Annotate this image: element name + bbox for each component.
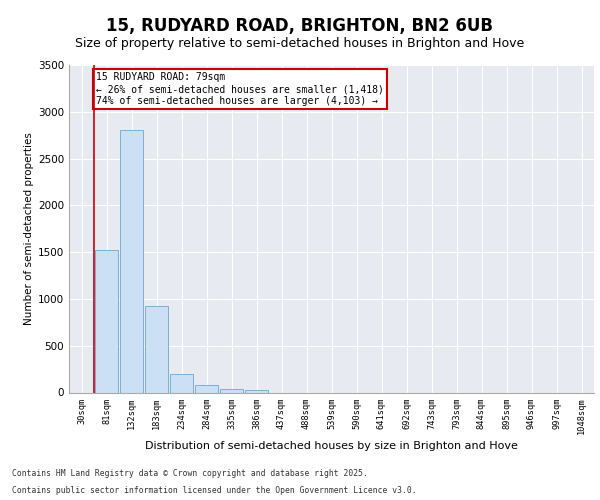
Text: 15 RUDYARD ROAD: 79sqm
← 26% of semi-detached houses are smaller (1,418)
74% of : 15 RUDYARD ROAD: 79sqm ← 26% of semi-det… xyxy=(96,72,384,106)
Bar xyxy=(145,306,168,392)
Text: Contains public sector information licensed under the Open Government Licence v3: Contains public sector information licen… xyxy=(12,486,416,495)
Bar xyxy=(220,389,243,392)
Text: Size of property relative to semi-detached houses in Brighton and Hove: Size of property relative to semi-detach… xyxy=(76,38,524,51)
X-axis label: Distribution of semi-detached houses by size in Brighton and Hove: Distribution of semi-detached houses by … xyxy=(145,441,518,451)
Bar xyxy=(195,385,218,392)
Text: Contains HM Land Registry data © Crown copyright and database right 2025.: Contains HM Land Registry data © Crown c… xyxy=(12,468,368,477)
Y-axis label: Number of semi-detached properties: Number of semi-detached properties xyxy=(24,132,34,325)
Bar xyxy=(120,130,143,392)
Text: 15, RUDYARD ROAD, BRIGHTON, BN2 6UB: 15, RUDYARD ROAD, BRIGHTON, BN2 6UB xyxy=(107,18,493,36)
Bar xyxy=(245,390,268,392)
Bar xyxy=(170,374,193,392)
Bar xyxy=(95,250,118,392)
